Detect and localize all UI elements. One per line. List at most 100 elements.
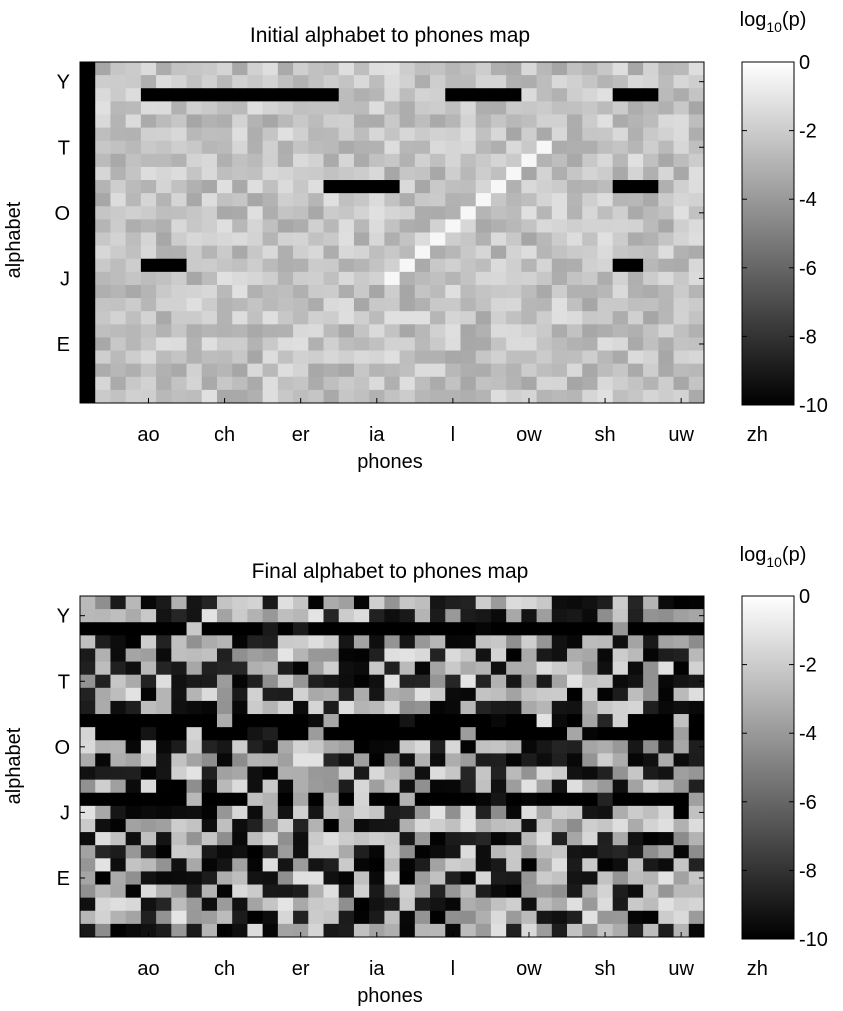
heatmap-cell [658, 350, 674, 365]
heatmap-cell [430, 284, 446, 299]
heatmap-cell [308, 298, 324, 312]
heatmap-cell [673, 805, 690, 820]
heatmap-cell [445, 714, 461, 728]
heatmap-cell [323, 832, 340, 846]
heatmap-cell [201, 166, 218, 181]
heatmap-cell [369, 923, 385, 938]
heatmap-cell [582, 350, 598, 365]
heatmap-cell [156, 232, 172, 247]
heatmap-cell [201, 596, 218, 610]
heatmap-cell [186, 311, 203, 325]
heatmap-cell [369, 153, 385, 168]
heatmap-cell [551, 298, 568, 312]
heatmap-cell [688, 858, 705, 872]
heatmap-cell [156, 714, 172, 728]
heatmap-cell [308, 271, 324, 286]
heatmap-cell [247, 635, 264, 649]
heatmap-cell [262, 180, 279, 194]
heatmap-cell [475, 635, 492, 649]
heatmap-cell [506, 792, 522, 807]
heatmap-cell [338, 779, 355, 794]
heatmap-cell [80, 127, 96, 142]
heatmap-cell [293, 258, 309, 273]
heatmap-cell [353, 622, 370, 636]
colorbar-tick-label: -4 [799, 189, 817, 211]
heatmap-cell [490, 687, 507, 702]
heatmap-cell [95, 140, 111, 155]
heatmap-cell [673, 858, 690, 872]
heatmap-cell [688, 258, 705, 273]
heatmap-cell [506, 219, 522, 233]
heatmap-cell [414, 298, 431, 312]
heatmap-cell [171, 337, 187, 351]
heatmap-cell [536, 271, 553, 286]
heatmap-cell [308, 910, 324, 925]
heatmap-cell [156, 206, 172, 220]
heatmap-cell [156, 363, 172, 378]
heatmap-cell [551, 389, 568, 404]
heatmap-cell [216, 88, 233, 102]
heatmap-cell [156, 389, 172, 404]
heatmap-cell [262, 62, 279, 76]
heatmap-cell [353, 884, 370, 899]
heatmap-cell [125, 114, 142, 128]
heatmap-cell [308, 622, 324, 636]
heatmap-cell [521, 622, 537, 636]
heatmap-cell [658, 687, 674, 702]
heatmap-cell [490, 219, 507, 233]
heatmap-cell [673, 311, 690, 325]
heatmap-cell [582, 324, 598, 338]
heatmap-cell [627, 101, 644, 115]
heatmap-cell [536, 635, 553, 649]
heatmap-cell [308, 805, 324, 820]
heatmap-cell [353, 376, 370, 391]
heatmap-cell [293, 193, 309, 207]
heatmap-cell [80, 101, 96, 115]
heatmap-cell [125, 596, 142, 610]
heatmap-cell [186, 687, 203, 702]
heatmap-cell [414, 884, 431, 899]
heatmap-cell [521, 818, 537, 833]
heatmap-cell [247, 714, 264, 728]
heatmap-cell [475, 714, 492, 728]
heatmap-cell [430, 779, 446, 794]
heatmap-cell [277, 376, 294, 391]
heatmap-cell [201, 363, 218, 378]
heatmap-cell [490, 740, 507, 754]
heatmap-cell [277, 609, 294, 623]
heatmap-cell [551, 661, 568, 676]
heatmap-cell [430, 75, 446, 89]
heatmap-cell [277, 284, 294, 299]
heatmap-cell [323, 714, 340, 728]
heatmap-cell [460, 700, 477, 715]
heatmap-cell [323, 180, 340, 194]
heatmap-cell [140, 700, 157, 715]
heatmap-cell [460, 622, 477, 636]
heatmap-cell [171, 740, 187, 754]
heatmap-cell [353, 648, 370, 662]
heatmap-cell [475, 324, 492, 338]
heatmap-cell [95, 232, 111, 247]
heatmap-cell [430, 858, 446, 872]
heatmap-cell [156, 75, 172, 89]
heatmap-cell [582, 271, 598, 286]
heatmap-cell [399, 363, 416, 378]
heatmap-cell [247, 88, 264, 102]
heatmap-cell [171, 766, 187, 781]
heatmap-cell [384, 740, 401, 754]
heatmap-cell [80, 350, 96, 365]
heatmap-cell [414, 232, 431, 247]
heatmap-cell [567, 871, 583, 885]
heatmap-cell [293, 271, 309, 286]
heatmap-cell [369, 245, 385, 260]
heatmap-cell [627, 337, 644, 351]
heatmap-cell [338, 858, 355, 872]
heatmap-cell [338, 271, 355, 286]
heatmap-cell [567, 245, 583, 260]
heatmap-cell [627, 753, 644, 767]
heatmap-cell [95, 271, 111, 286]
heatmap-cell [262, 818, 279, 833]
heatmap-cell [551, 687, 568, 702]
heatmap-cell [201, 153, 218, 168]
